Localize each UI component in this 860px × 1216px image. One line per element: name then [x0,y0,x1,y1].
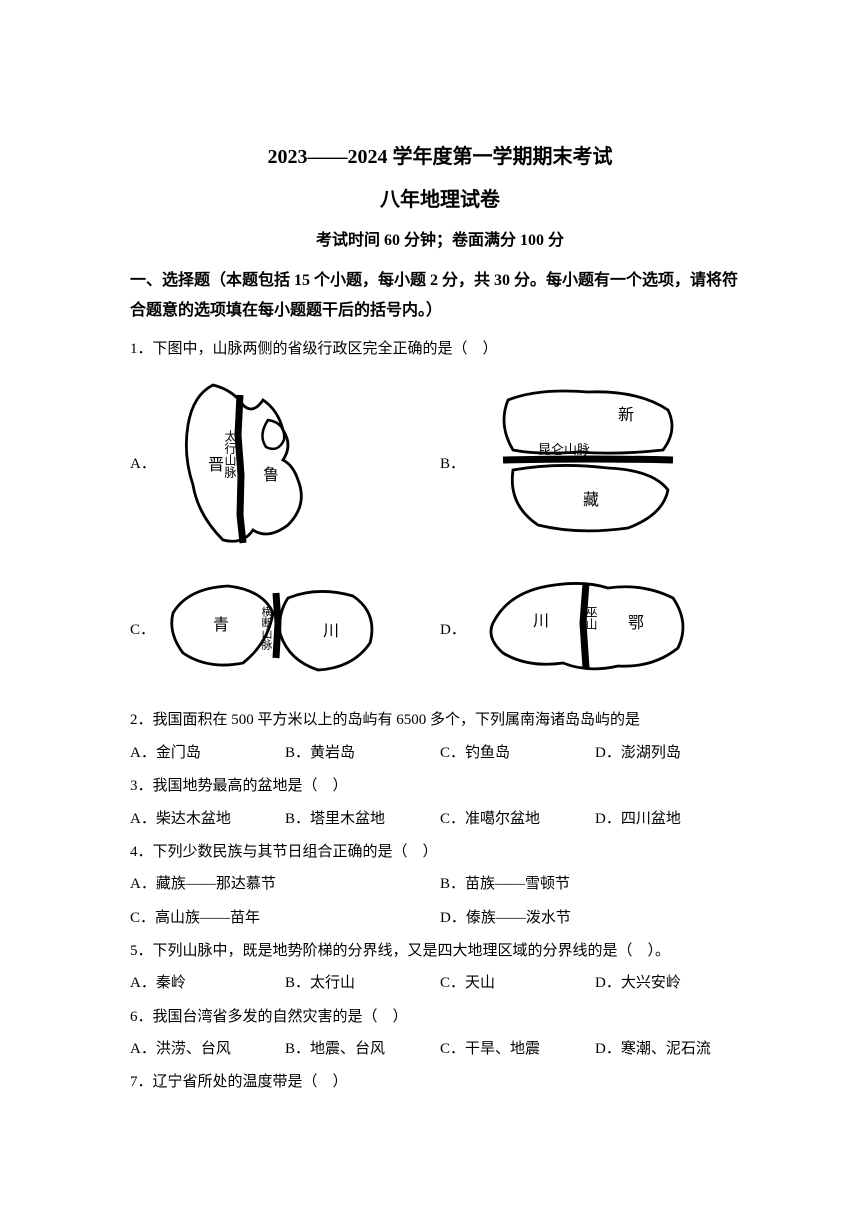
q1-label-b: B． [440,452,462,473]
q1-option-d[interactable]: D． 川 鄂 巫山 [440,568,750,688]
q6-opt-c[interactable]: C．干旱、地震 [440,1035,595,1064]
exam-info: 考试时间 60 分钟；卷面满分 100 分 [130,226,750,250]
q3-opt-d[interactable]: D．四川盆地 [595,805,750,834]
q1-label-c: C． [130,618,152,639]
q6-opt-d[interactable]: D．寒潮、泥石流 [595,1035,750,1064]
map-c-right: 川 [323,623,339,640]
map-a-left: 晋 [208,456,224,474]
q6-options: A．洪涝、台风 B．地震、台风 C．干旱、地震 D．寒潮、泥石流 [130,1035,750,1064]
q3-opt-c[interactable]: C．准噶尔盆地 [440,805,595,834]
q5-opt-b[interactable]: B．太行山 [285,969,440,998]
map-c-svg: 青 川 横断山脉 [158,568,388,688]
q4-options-row2: C．高山族——苗年 D．傣族——泼水节 [130,904,750,933]
q3-opt-a[interactable]: A．柴达木盆地 [130,805,285,834]
map-b-mountain: 昆仑山脉 [538,442,590,457]
q5-opt-c[interactable]: C．天山 [440,969,595,998]
main-title: 2023——2024 学年度第一学期期末考试 [130,140,750,169]
map-a-mountain: 太行山脉 [223,429,237,478]
q5-opt-a[interactable]: A．秦岭 [130,969,285,998]
q7-text: 7．辽宁省所处的温度带是（ ） [130,1068,750,1097]
sub-title: 八年地理试卷 [130,183,750,212]
map-c-mountain: 横断山脉 [260,605,273,650]
map-d-right: 鄂 [628,614,644,632]
q1-option-c[interactable]: C． 青 川 横断山脉 [130,568,440,688]
q1-text: 1．下图中，山脉两侧的省级行政区完全正确的是（ ） [130,335,750,364]
map-d-mountain: 巫山 [584,606,598,630]
q1-maps-row-2: C． 青 川 横断山脉 D． 川 鄂 巫山 [130,568,750,688]
q3-text: 3．我国地势最高的盆地是（ ） [130,772,750,801]
q4-opt-b[interactable]: B．苗族——雪顿节 [440,870,750,899]
q2-text: 2．我国面积在 500 平方米以上的岛屿有 6500 多个，下列属南海诸岛岛屿的… [130,706,750,735]
q1-maps-row-1: A． 晋 鲁 太行山脉 B． 新 [130,375,750,550]
q2-opt-a[interactable]: A．金门岛 [130,739,285,768]
map-c-left: 青 [213,616,229,634]
map-a-svg: 晋 鲁 太行山脉 [158,375,328,550]
q5-options: A．秦岭 B．太行山 C．天山 D．大兴安岭 [130,969,750,998]
q2-options: A．金门岛 B．黄岩岛 C．钓鱼岛 D．澎湖列岛 [130,739,750,768]
q4-opt-d[interactable]: D．傣族——泼水节 [440,904,750,933]
q4-opt-c[interactable]: C．高山族——苗年 [130,904,440,933]
q6-opt-b[interactable]: B．地震、台风 [285,1035,440,1064]
map-b-bottom: 藏 [583,491,599,509]
map-d-svg: 川 鄂 巫山 [468,568,698,688]
q2-opt-d[interactable]: D．澎湖列岛 [595,739,750,768]
section-1-header: 一、选择题（本题包括 15 个小题，每小题 2 分，共 30 分。每小题有一个选… [130,266,750,327]
q5-opt-d[interactable]: D．大兴安岭 [595,969,750,998]
q1-label-d: D． [440,618,462,639]
map-d-left: 川 [533,613,549,630]
q4-options-row1: A．藏族——那达慕节 B．苗族——雪顿节 [130,870,750,899]
q5-text: 5．下列山脉中，既是地势阶梯的分界线，又是四大地理区域的分界线的是（ ）。 [130,937,750,966]
q6-opt-a[interactable]: A．洪涝、台风 [130,1035,285,1064]
q1-label-a: A． [130,452,152,473]
q2-opt-c[interactable]: C．钓鱼岛 [440,739,595,768]
q3-opt-b[interactable]: B．塔里木盆地 [285,805,440,834]
map-b-top: 新 [618,406,634,424]
q6-text: 6．我国台湾省多发的自然灾害的是（ ） [130,1003,750,1032]
q4-text: 4．下列少数民族与其节日组合正确的是（ ） [130,838,750,867]
q1-option-a[interactable]: A． 晋 鲁 太行山脉 [130,375,440,550]
q2-opt-b[interactable]: B．黄岩岛 [285,739,440,768]
q3-options: A．柴达木盆地 B．塔里木盆地 C．准噶尔盆地 D．四川盆地 [130,805,750,834]
map-a-right: 鲁 [263,466,279,484]
q4-opt-a[interactable]: A．藏族——那达慕节 [130,870,440,899]
q1-option-b[interactable]: B． 新 藏 昆仑山脉 [440,380,750,545]
map-b-svg: 新 藏 昆仑山脉 [468,380,698,545]
